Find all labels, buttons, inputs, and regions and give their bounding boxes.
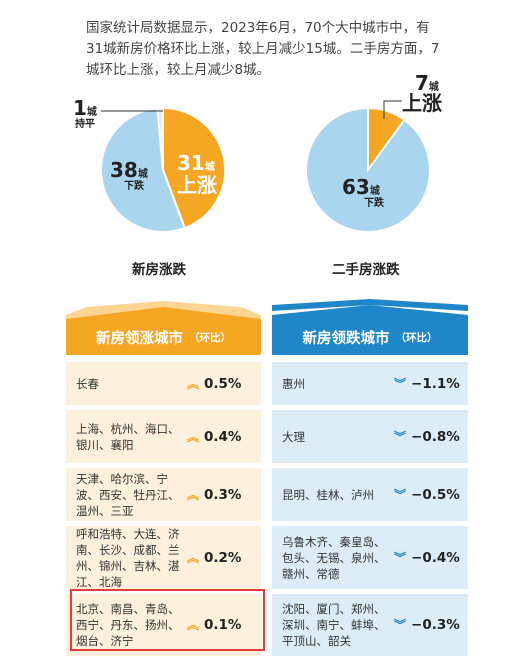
double-chevron-down-icon: ︾ (394, 429, 407, 444)
rising-row-percent: 0.3% (204, 486, 242, 503)
used-up-leader-line (383, 100, 402, 119)
used-down-label: 63城 下跌 (342, 175, 384, 209)
rising-row-cities: 天津、哈尔滨、宁波、西安、牡丹江、温州、三亚 (76, 471, 180, 518)
intro-text: 国家统计局数据显示，2023年6月，70个大中城市中，有31城新房价格环比上涨，… (86, 20, 440, 78)
falling-row-value: ︾ −0.4% (394, 550, 468, 566)
double-chevron-down-icon: ︾ (394, 618, 407, 632)
rising-row-percent: 0.2% (204, 549, 242, 566)
falling-row: 沈阳、厦门、郑州、深圳、南宁、蚌埠、平顶山、韶关 ︾ −0.3% (272, 594, 468, 656)
new-house-pie (100, 100, 431, 233)
new-up-label: 31城 上涨 (177, 151, 217, 197)
falling-row-percent: −0.3% (411, 617, 460, 633)
used-pie-title: 二手房涨跌 (332, 262, 400, 278)
rising-row-value: ︽ 0.1% (187, 617, 261, 633)
rising-row-cities: 北京、南昌、青岛、西宁、丹东、扬州、烟台、济宁 (76, 602, 180, 648)
falling-row: 昆明、桂林、泸州 ︾ −0.5% (272, 468, 468, 521)
falling-row-cities: 沈阳、厦门、郑州、深圳、南宁、蚌埠、平顶山、韶关 (282, 602, 386, 648)
rising-row: 呼和浩特、大连、济南、长沙、成都、兰州、锦州、吉林、湛江、北海 ︽ 0.2% (66, 526, 261, 589)
falling-row-percent: −0.5% (411, 486, 460, 503)
rising-row: 上海、杭州、海口、银川、襄阳 ︽ 0.4% (66, 410, 261, 463)
double-chevron-up-icon: ︽ (187, 487, 200, 502)
falling-title: 新房领跌城市 （环比） (272, 319, 468, 355)
rising-row-value: ︽ 0.5% (187, 376, 261, 392)
falling-row-percent: −1.1% (411, 375, 460, 392)
pie-section: 1城 持平 38城 下跌 31城 上涨 7城 上涨 63城 下跌 新房涨跌 二手… (0, 73, 515, 285)
rising-cities-table: 新房领涨城市 （环比） 长春 ︽ 0.5% 上海、杭州、海口、银川、襄阳 ︽ 0.4% 天津、… (66, 297, 261, 656)
falling-row: 大理 ︾ −0.8% (272, 410, 468, 463)
falling-row: 惠州 ︾ −1.1% (272, 362, 468, 405)
falling-row-cities: 乌鲁木齐、秦皇岛、包头、无锡、泉州、赣州、常德 (282, 534, 386, 581)
falling-row-value: ︾ −0.8% (394, 429, 468, 445)
falling-row-value: ︾ −0.5% (394, 487, 468, 503)
used-up-label: 7城 (415, 71, 439, 95)
highlight-box (70, 589, 265, 651)
rising-row-value: ︽ 0.3% (187, 487, 261, 503)
double-chevron-down-icon: ︾ (394, 376, 407, 391)
falling-row-cities: 昆明、桂林、泸州 (282, 487, 374, 502)
double-chevron-down-icon: ︾ (394, 550, 407, 565)
rising-row-percent: 0.5% (204, 375, 242, 392)
pie-slice-new-1 (100, 107, 187, 233)
falling-row-cities: 大理 (282, 429, 305, 444)
rising-row: 天津、哈尔滨、宁波、西安、牡丹江、温州、三亚 ︽ 0.3% (66, 468, 261, 521)
new-flat-label: 1城 持平 (73, 96, 97, 130)
rising-title: 新房领涨城市 （环比） (66, 319, 261, 355)
rising-row-percent: 0.1% (204, 617, 242, 633)
pie-slice-new-0 (162, 106, 226, 230)
falling-row-value: ︾ −0.3% (394, 617, 468, 633)
falling-header-ribbon (272, 299, 468, 323)
rising-row-cities: 呼和浩特、大连、济南、长沙、成都、兰州、锦州、吉林、湛江、北海 (76, 526, 180, 589)
falling-row: 乌鲁木齐、秦皇岛、包头、无锡、泉州、赣州、常德 ︾ −0.4% (272, 526, 468, 589)
rising-row-cities: 上海、杭州、海口、银川、襄阳 (76, 421, 180, 452)
new-down-label: 38城 下跌 (110, 158, 148, 192)
new-pie-title: 新房涨跌 (132, 262, 186, 278)
falling-row-value: ︾ −1.1% (394, 376, 468, 392)
double-chevron-up-icon: ︽ (187, 550, 200, 565)
double-chevron-down-icon: ︾ (394, 487, 407, 502)
rising-header: 新房领涨城市 （环比） (66, 297, 261, 357)
rising-row-percent: 0.4% (204, 428, 242, 445)
double-chevron-up-icon: ︽ (187, 618, 200, 632)
pie-slice-new-2 (156, 106, 164, 171)
rising-row: 长春 ︽ 0.5% (66, 362, 261, 405)
double-chevron-up-icon: ︽ (187, 429, 200, 444)
falling-row-percent: −0.4% (411, 549, 460, 566)
rising-row: 北京、南昌、青岛、西宁、丹东、扬州、烟台、济宁 ︽ 0.1% (66, 594, 261, 656)
falling-row-percent: −0.8% (411, 428, 460, 445)
rising-row-value: ︽ 0.2% (187, 550, 261, 566)
used-up-text: 上涨 (402, 91, 442, 115)
falling-header: 新房领跌城市 （环比） (272, 297, 468, 357)
falling-row-cities: 惠州 (282, 376, 305, 391)
rising-row-cities: 长春 (76, 376, 99, 391)
falling-cities-table: 新房领跌城市 （环比） 惠州 ︾ −1.1% 大理 ︾ −0.8% 昆明、桂林、泸州 ︾ −0.5… (272, 297, 468, 656)
rising-row-value: ︽ 0.4% (187, 429, 261, 445)
double-chevron-up-icon: ︽ (187, 376, 200, 391)
pie-slice-used-1 (305, 106, 431, 233)
